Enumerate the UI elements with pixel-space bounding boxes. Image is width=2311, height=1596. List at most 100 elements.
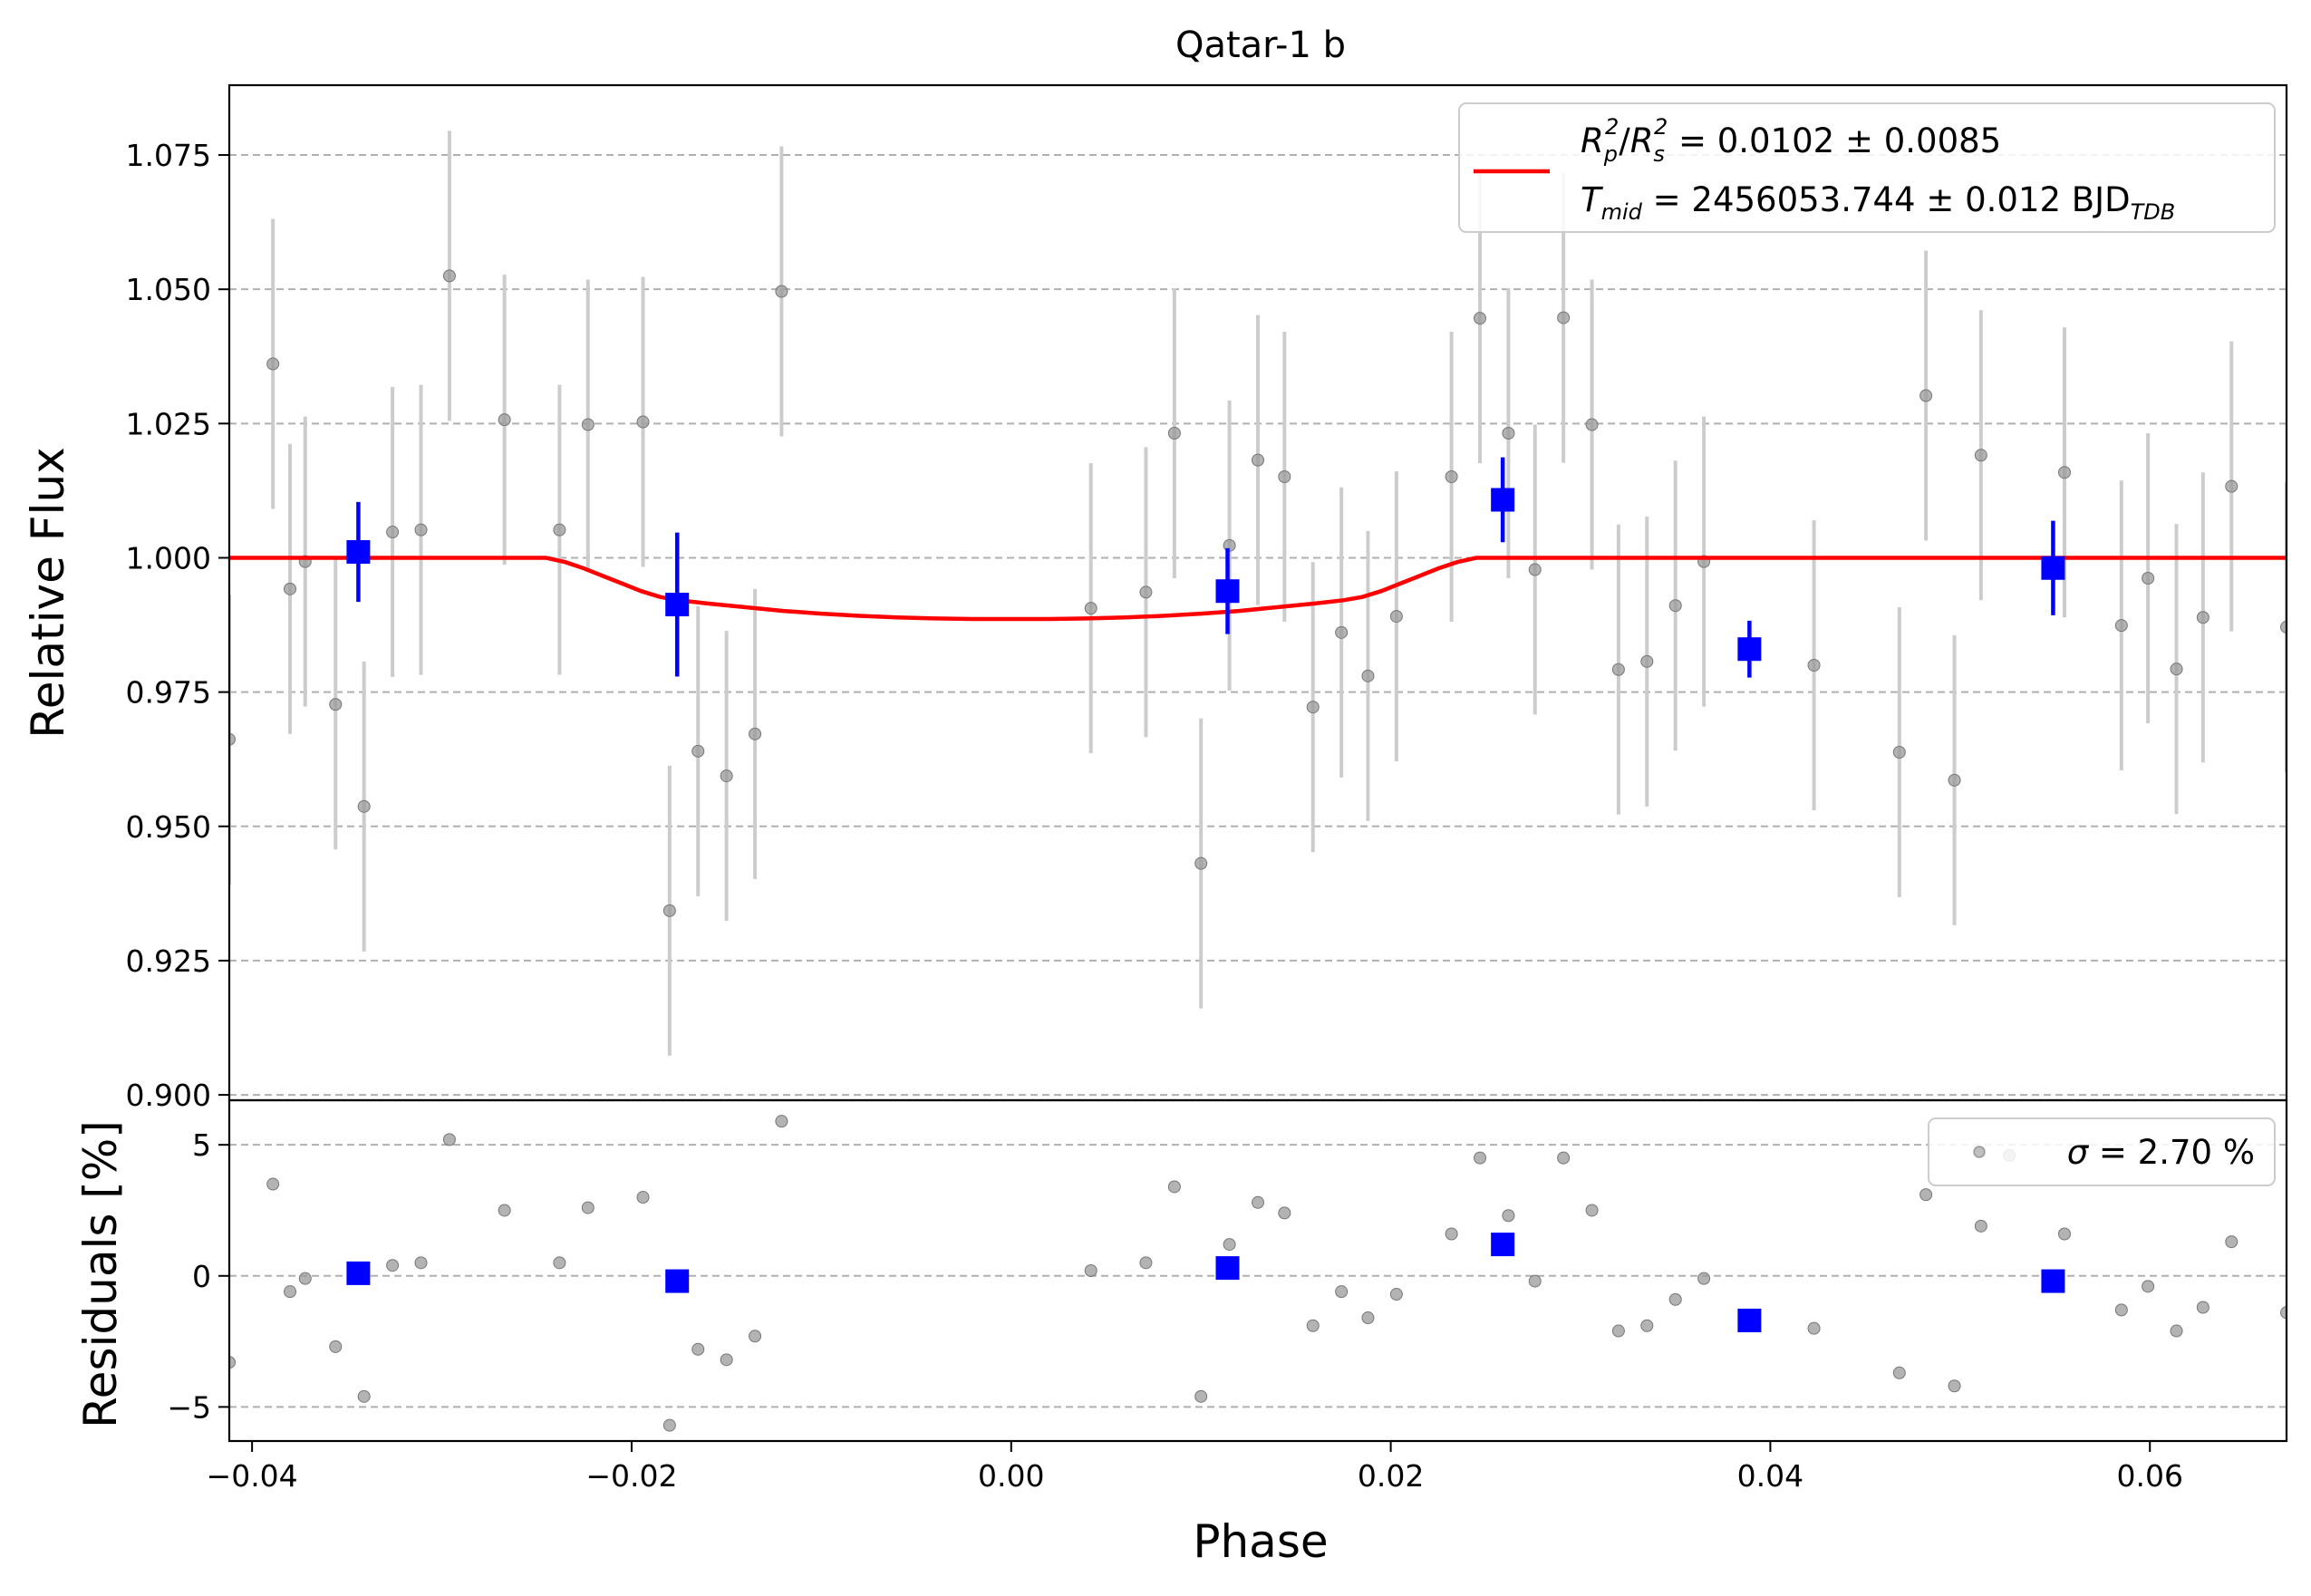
residual-data-point [581,1201,595,1214]
legend-sigma-value: = 2.70 % [2099,1133,2255,1172]
flux-data-point [636,415,650,429]
residual-data-point [1194,1389,1208,1403]
flux-y-tick-label: 1.050 [126,272,211,307]
residual-data-point [749,1330,762,1343]
residual-data-point [775,1115,788,1128]
legend-residual-marker [1973,1146,1986,1158]
flux-data-point [2170,663,2183,676]
legend-rp-rs-entry: Rp2/Rs2 = 0.0102 ± 0.0085 [1581,114,2001,167]
residual-data-point [2142,1280,2155,1293]
legend-tmid-entry: Tmid = 2456053.744 ± 0.012 BJDTDB [1581,180,2175,225]
residual-data-point [1697,1272,1711,1285]
x-axis-label: Phase [1193,1515,1328,1568]
flux-data-point [2196,611,2209,624]
residuals-y-tick-label: 5 [192,1127,211,1163]
flux-data-point [1278,470,1291,483]
residual-data-point [2170,1324,2183,1338]
binned-residual-point [2041,1269,2065,1293]
flux-data-point [553,523,566,537]
flux-data-point [329,698,343,711]
flux-data-point [749,727,762,740]
residuals-legend-box [1928,1117,2276,1186]
flux-data-point [1611,663,1625,676]
flux-data-point [2142,572,2155,585]
binned-flux-point [1737,637,1762,662]
x-axis-ticks: −0.04 −0.02 0.00 0.02 0.04 0.06 [207,1441,2183,1494]
residual-data-point [1919,1188,1933,1202]
flux-y-ticks: 0.900 0.925 0.950 0.975 1.000 1.025 1.050 1.075 [126,138,229,1113]
flux-data-point [284,582,297,595]
binned-residual-point [1737,1308,1762,1332]
flux-data-point [1252,453,1264,467]
flux-data-point [1974,449,1987,462]
residuals-panel-frame [227,1098,2288,1443]
x-tick-label: −0.02 [585,1458,677,1494]
residual-data-point [1139,1256,1153,1270]
x-tick-label: 0.02 [1358,1458,1424,1494]
flux-data-point [720,769,733,783]
flux-axis-label: Relative Flux [22,447,74,738]
flux-data-point [1474,312,1487,325]
residual-data-point [2114,1303,2128,1317]
residuals-y-tick-label: 0 [192,1259,211,1294]
residuals-data-points [229,1115,2287,1432]
residual-data-point [691,1342,705,1356]
residual-data-point [1557,1151,1571,1165]
flux-y-tick-label: 0.975 [126,675,211,711]
binned-residual-point [346,1261,371,1285]
residual-data-point [414,1256,428,1270]
residual-data-point [1948,1379,1961,1393]
residual-data-point [442,1133,456,1146]
flux-data-point [1892,746,1906,759]
legend-tmid-value: = 2456053.744 ± 0.012 BJD [1653,180,2131,219]
flux-data-point [2280,620,2287,634]
residual-data-point [1252,1195,1264,1209]
residual-data-point [498,1204,511,1217]
residual-data-point [636,1191,650,1204]
legend-sigma-entry: σ = 2.70 % [2067,1133,2255,1172]
flux-data-point [1335,625,1349,639]
flux-data-point [2225,479,2238,493]
flux-data-point [1389,610,1403,624]
x-tick-label: 0.04 [1737,1458,1803,1494]
residual-data-point [2225,1235,2238,1249]
x-tick-label: 0.00 [978,1458,1044,1494]
x-tick-label: 0.06 [2116,1458,2182,1494]
flux-data-point [1361,669,1375,682]
residual-data-point [1668,1292,1682,1306]
binned-flux-point [346,539,371,564]
residual-data-point [553,1256,566,1270]
residual-data-point [1611,1324,1625,1338]
residuals-y-ticks: −5 0 5 [167,1127,229,1425]
residual-data-point [329,1340,343,1353]
residual-data-point [284,1285,297,1299]
flux-data-point [266,357,280,371]
chart-title: Qatar-1 b [1175,24,1346,66]
binned-flux-point [665,593,690,617]
residuals-panel: −5 0 5 Residuals [%] σ = 2.70 % [74,1098,2288,1443]
residual-data-point [1502,1209,1515,1223]
flux-data-point [229,732,236,746]
flux-data-point [1528,563,1542,576]
flux-data-point [1084,602,1097,615]
residuals-axis-label: Residuals [%] [74,1120,127,1428]
residual-data-point [1892,1366,1906,1379]
flux-legend-box [1458,102,2276,233]
flux-data-point [442,269,456,283]
residual-data-point [2196,1301,2209,1314]
flux-y-tick-label: 0.950 [126,809,211,845]
binned-flux-point [1491,488,1515,512]
residual-data-point [1474,1151,1487,1165]
flux-data-point [1948,773,1961,787]
flux-y-tick-label: 0.900 [126,1078,211,1113]
binned-residual-point [665,1269,690,1293]
flux-data-point [1502,427,1515,440]
flux-legend: Rp2/Rs2 = 0.0102 ± 0.0085 Tmid = 2456053… [1458,102,2276,233]
residual-data-point [2280,1306,2287,1320]
flux-y-tick-label: 0.925 [126,943,211,979]
flux-data-point [1306,701,1320,714]
residual-data-point [662,1418,676,1432]
flux-data-point [498,413,511,427]
